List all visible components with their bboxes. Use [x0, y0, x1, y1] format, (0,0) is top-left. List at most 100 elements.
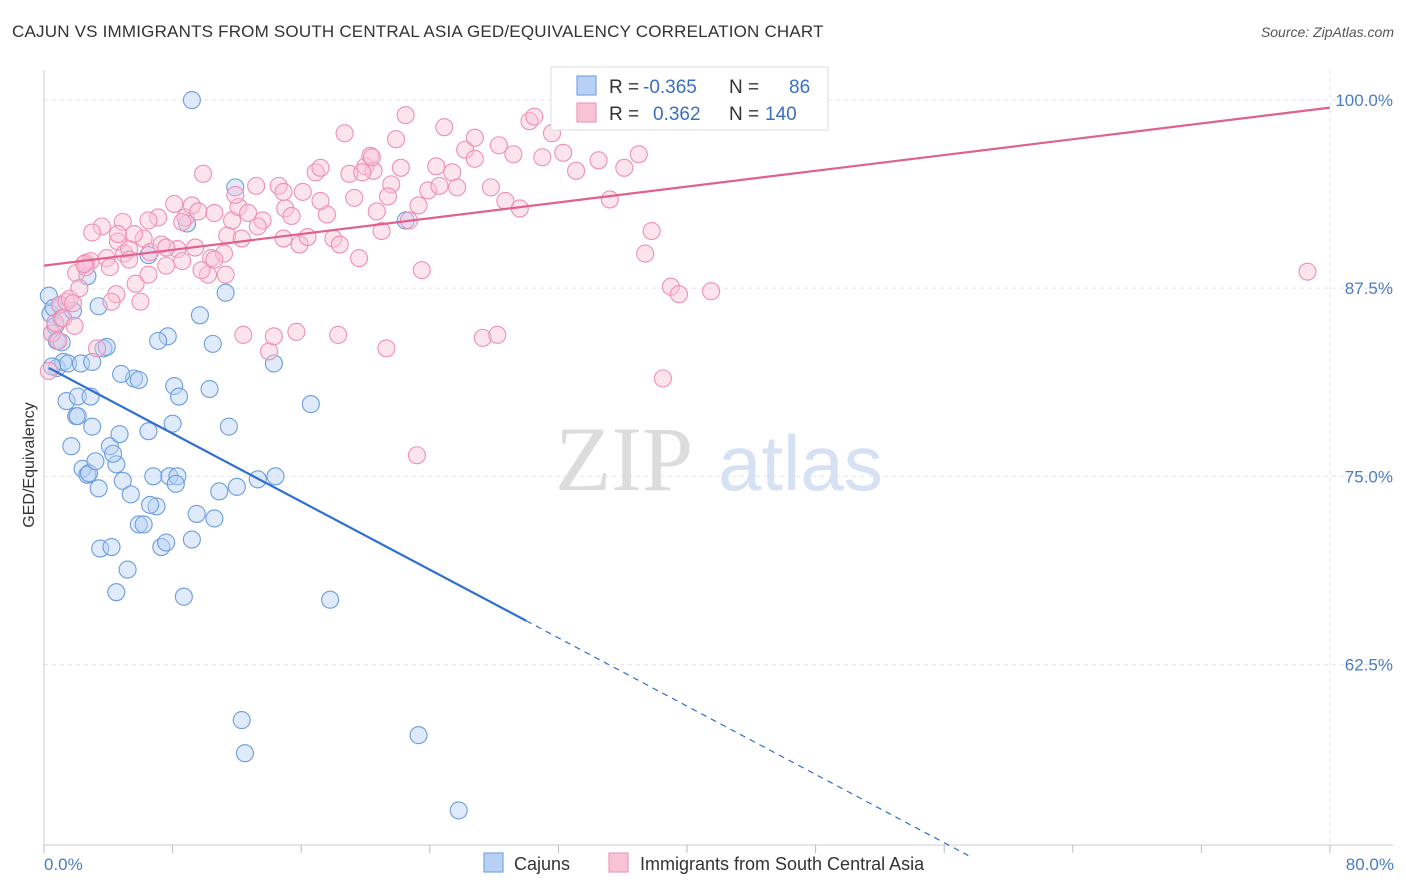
bottom-legend-swatch-immigrants	[608, 852, 629, 873]
immigrants-point	[76, 258, 95, 277]
immigrants-point	[173, 252, 192, 271]
immigrants-point	[194, 164, 213, 183]
immigrants-point	[216, 265, 235, 284]
cajuns-point	[190, 306, 209, 325]
cajuns-point	[182, 91, 201, 110]
immigrants-point	[157, 256, 176, 275]
immigrants-point	[642, 221, 661, 241]
data-points	[39, 91, 1317, 820]
cajuns-point	[86, 452, 105, 471]
immigrants-point	[139, 265, 158, 284]
cajuns-point	[227, 477, 246, 496]
immigrants-point	[1298, 262, 1317, 281]
immigrants-point	[465, 149, 484, 168]
immigrants-point	[247, 176, 266, 195]
legend-n-label-immigrants: N =	[729, 104, 759, 125]
immigrants-point	[65, 316, 84, 335]
immigrants-point	[293, 182, 312, 201]
legend-r-value-cajuns: -0.365	[643, 77, 697, 98]
cajuns-point	[264, 354, 283, 373]
immigrants-point	[157, 238, 176, 257]
immigrants-point	[409, 196, 428, 215]
cajuns-point	[139, 422, 158, 441]
cajuns-point	[449, 801, 468, 820]
immigrants-trend-line	[43, 106, 1331, 267]
immigrants-point	[504, 145, 523, 164]
cajuns-point	[205, 509, 224, 528]
immigrants-point	[629, 145, 648, 164]
cajuns-point	[68, 387, 87, 406]
immigrants-point	[367, 202, 386, 221]
immigrants-point	[113, 212, 132, 232]
bottom-legend-label-cajuns: Cajuns	[514, 854, 570, 874]
immigrants-point	[589, 151, 608, 170]
immigrants-point	[554, 143, 573, 162]
immigrants-point	[189, 202, 208, 221]
x-tick-label: 80.0%	[1346, 855, 1394, 874]
cajuns-point	[187, 504, 206, 523]
immigrants-point	[353, 163, 372, 182]
cajuns-point	[89, 479, 108, 498]
immigrants-point	[274, 182, 293, 201]
cajuns-point	[118, 560, 137, 579]
cajuns-point	[321, 590, 340, 609]
immigrants-point	[653, 369, 672, 388]
immigrants-point	[92, 217, 111, 236]
cajuns-point	[71, 354, 91, 373]
y-tick-label: 87.5%	[1345, 279, 1393, 298]
immigrants-point	[525, 107, 544, 126]
cajuns-point	[174, 587, 193, 606]
immigrants-point	[372, 221, 391, 241]
immigrants-point	[264, 327, 283, 346]
cajuns-point	[134, 515, 153, 534]
immigrants-point	[702, 282, 721, 301]
cajuns-point	[107, 455, 126, 474]
immigrants-point	[57, 292, 76, 311]
immigrants-point	[362, 148, 381, 167]
cajuns-point	[144, 467, 163, 486]
immigrants-point	[427, 157, 446, 176]
cajuns-trend-line	[48, 366, 527, 622]
immigrants-point	[248, 217, 267, 236]
immigrants-point	[448, 178, 467, 197]
cajuns-point	[139, 246, 158, 265]
immigrants-point	[100, 258, 119, 277]
x-tick-label: 0.0%	[44, 855, 83, 874]
cajuns-point	[129, 370, 148, 390]
cajuns-point	[169, 387, 189, 406]
immigrants-point	[205, 203, 224, 223]
immigrants-point	[269, 176, 288, 195]
cajuns-point	[168, 467, 187, 486]
cajuns-point	[203, 334, 222, 353]
cajuns-point	[147, 497, 166, 516]
immigrants-point	[282, 206, 301, 226]
immigrants-point	[567, 161, 586, 180]
immigrants-point	[259, 342, 279, 361]
legend-n-value-cajuns: 86	[789, 77, 810, 98]
legend-n-value-immigrants: 140	[765, 104, 797, 125]
immigrants-point	[456, 140, 475, 159]
immigrants-point	[335, 124, 354, 143]
immigrants-point	[443, 163, 462, 182]
y-axis-label: GED/Equivalency	[21, 402, 38, 527]
cajuns-point	[107, 583, 126, 602]
legend-r-label-immigrants: R =	[609, 104, 639, 125]
immigrants-point	[214, 244, 234, 263]
cajuns-point	[219, 417, 238, 436]
trend-lines	[43, 106, 1331, 857]
immigrants-point	[364, 161, 383, 180]
immigrants-point	[298, 227, 317, 247]
immigrants-point	[192, 261, 211, 280]
immigrants-point	[75, 255, 94, 274]
immigrants-point	[253, 211, 272, 230]
cajuns-point	[157, 533, 176, 552]
immigrants-point	[108, 224, 127, 244]
immigrants-point	[287, 322, 306, 341]
immigrants-point	[126, 274, 145, 293]
immigrants-point	[636, 244, 655, 263]
cajuns-point	[104, 444, 123, 463]
immigrants-point	[481, 178, 500, 197]
legend-box	[550, 66, 829, 131]
immigrants-point	[669, 285, 689, 304]
